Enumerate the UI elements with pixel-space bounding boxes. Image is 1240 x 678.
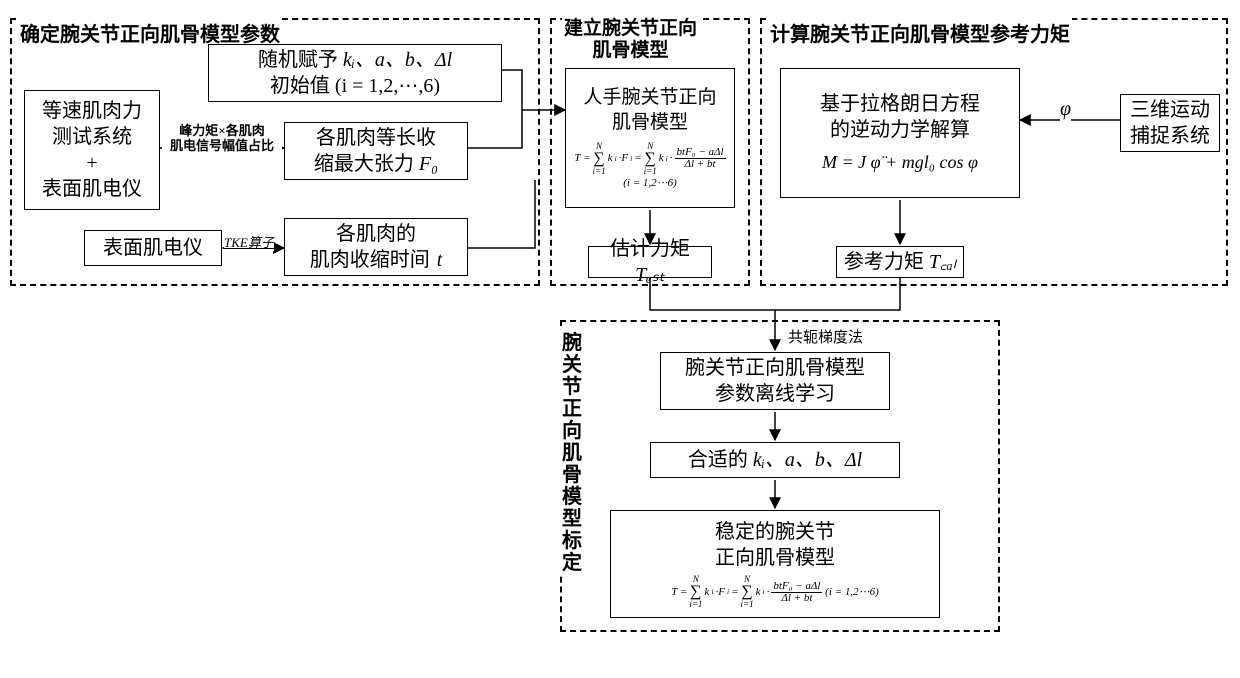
box-reference-torque: 参考力矩 T꜀ₐₗ bbox=[836, 246, 964, 278]
label-peak-torque: 峰力矩×各肌肉 肌电信号幅值占比 bbox=[162, 124, 282, 154]
sys-l4: 表面肌电仪 bbox=[42, 176, 142, 202]
label-tke-operator: TKE算子 bbox=[224, 232, 274, 251]
label-conjugate-gradient: 共轭梯度法 bbox=[788, 326, 863, 347]
inv-l1: 基于拉格朗日方程 bbox=[820, 91, 980, 117]
learn-l2: 参数离线学习 bbox=[715, 381, 835, 407]
emg-text: 表面肌电仪 bbox=[103, 235, 203, 261]
stable-formula: T = N∑i=1 ki·Fi = N∑i=1 ki· btF₀ − aΔlΔl… bbox=[671, 575, 878, 609]
suit-text: 合适的 kᵢ、a、b、Δl bbox=[688, 447, 862, 473]
model-l2: 肌骨模型 bbox=[612, 111, 688, 136]
t-l2: 肌肉收缩时间 t bbox=[310, 247, 443, 273]
panel-title-4: 腕关节正向肌骨模型标定 bbox=[560, 330, 584, 576]
model-irange: (i = 1,2⋯6) bbox=[623, 176, 677, 190]
rand-l1: 随机赋予 kᵢ、a、b、Δl bbox=[258, 47, 452, 73]
inv-formula: M = J φ̈ + mgl₀ cos φ bbox=[822, 151, 978, 174]
cap-l2: 捕捉系统 bbox=[1130, 123, 1210, 149]
panel-title-3: 计算腕关节正向肌骨模型参考力矩 bbox=[768, 18, 1072, 47]
label-phi: φ bbox=[1060, 98, 1071, 121]
inv-l2: 的逆动力学解算 bbox=[830, 117, 970, 143]
model-formula: T = N∑i=1 ki·Fi = N∑i=1 ki· btF₀ − aΔlΔl… bbox=[574, 142, 725, 176]
box-offline-learning: 腕关节正向肌骨模型 参数离线学习 bbox=[660, 352, 890, 410]
model-l1: 人手腕关节正向 bbox=[583, 86, 716, 111]
box-suitable-params: 合适的 kᵢ、a、b、Δl bbox=[650, 442, 900, 478]
box-surface-emg: 表面肌电仪 bbox=[84, 230, 222, 266]
cap-l1: 三维运动 bbox=[1130, 97, 1210, 123]
test-text: 估计力矩 Tₑₛₜ bbox=[593, 236, 707, 288]
box-max-tension-f0: 各肌肉等长收 缩最大张力 F₀ bbox=[284, 122, 468, 180]
sys-l1: 等速肌肉力 bbox=[42, 98, 142, 124]
box-random-init: 随机赋予 kᵢ、a、b、Δl 初始值 (i = 1,2,⋯,6) bbox=[208, 44, 502, 102]
box-isokinetic-system: 等速肌肉力 测试系统 + 表面肌电仪 bbox=[24, 90, 160, 210]
f0-l2: 缩最大张力 F₀ bbox=[314, 151, 438, 177]
learn-l1: 腕关节正向肌骨模型 bbox=[685, 355, 865, 381]
sys-l3: + bbox=[86, 150, 97, 176]
tcal-text: 参考力矩 T꜀ₐₗ bbox=[844, 249, 956, 275]
box-estimated-torque: 估计力矩 Tₑₛₜ bbox=[588, 246, 712, 278]
box-contraction-time-t: 各肌肉的 肌肉收缩时间 t bbox=[284, 218, 468, 276]
box-3d-motion-capture: 三维运动 捕捉系统 bbox=[1120, 94, 1220, 152]
box-inverse-dynamics: 基于拉格朗日方程 的逆动力学解算 M = J φ̈ + mgl₀ cos φ bbox=[780, 68, 1020, 198]
rand-l2: 初始值 (i = 1,2,⋯,6) bbox=[270, 73, 440, 99]
box-forward-model: 人手腕关节正向 肌骨模型 T = N∑i=1 ki·Fi = N∑i=1 ki·… bbox=[565, 68, 735, 208]
f0-l1: 各肌肉等长收 bbox=[316, 125, 436, 151]
panel-title-1: 确定腕关节正向肌骨模型参数 bbox=[18, 18, 282, 47]
stable-l2: 正向肌骨模型 bbox=[715, 545, 835, 571]
box-stable-model: 稳定的腕关节 正向肌骨模型 T = N∑i=1 ki·Fi = N∑i=1 ki… bbox=[610, 510, 940, 618]
stable-l1: 稳定的腕关节 bbox=[715, 519, 835, 545]
t-l1: 各肌肉的 bbox=[336, 221, 416, 247]
panel-title-2: 建立腕关节正向 肌骨模型 bbox=[562, 18, 699, 62]
sys-l2: 测试系统 bbox=[52, 124, 132, 150]
